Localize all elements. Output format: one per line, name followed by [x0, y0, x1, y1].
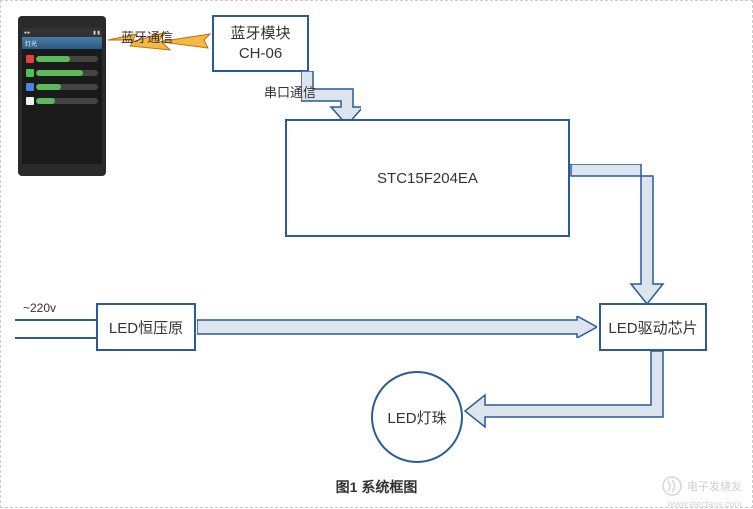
diagram-container: ●● ▮ ▮ 灯光 蓝牙通信 蓝牙模块 CH-06 串口通信 STC15F204…: [0, 0, 753, 508]
mcu-block: STC15F204EA: [285, 119, 570, 237]
slider-fill: [36, 98, 55, 104]
slider-track: [36, 56, 98, 62]
phone-header: 灯光: [22, 37, 102, 49]
status-left: ●●: [24, 30, 30, 36]
slider-color-icon: [26, 55, 34, 63]
slider-row: [26, 69, 98, 77]
arrow-mcu-to-driver: [569, 164, 689, 309]
slider-fill: [36, 84, 61, 90]
slider-row: [26, 83, 98, 91]
serial-comm-label: 串口通信: [264, 82, 316, 101]
slider-fill: [36, 56, 70, 62]
voltage-input-label: ~220v: [23, 301, 56, 315]
arrow-driver-to-bead: [461, 351, 681, 431]
diagram-caption: 图1 系统框图: [1, 477, 752, 497]
power-line-top: [15, 319, 96, 321]
bluetooth-line2: CH-06: [230, 44, 290, 64]
slider-row: [26, 55, 98, 63]
sliders-container: [22, 55, 102, 105]
phone-mockup: ●● ▮ ▮ 灯光: [18, 16, 106, 176]
phone-statusbar: ●● ▮ ▮: [22, 28, 102, 37]
bluetooth-comm-label: 蓝牙通信: [121, 27, 173, 46]
mcu-label: STC15F204EA: [377, 170, 478, 187]
slider-track: [36, 84, 98, 90]
led-voltage-block: LED恒压原: [96, 303, 196, 351]
bluetooth-module-block: 蓝牙模块 CH-06: [212, 15, 309, 72]
status-right: ▮ ▮: [93, 30, 100, 36]
slider-color-icon: [26, 97, 34, 105]
slider-color-icon: [26, 69, 34, 77]
slider-row: [26, 97, 98, 105]
bluetooth-line1: 蓝牙模块: [230, 24, 290, 44]
led-voltage-label: LED恒压原: [109, 317, 183, 338]
phone-header-text: 灯光: [25, 39, 37, 48]
led-bead-label: LED灯珠: [387, 407, 446, 428]
slider-track: [36, 98, 98, 104]
led-driver-label: LED驱动芯片: [608, 317, 697, 338]
arrow-voltage-to-driver: [197, 316, 597, 338]
bluetooth-block-text: 蓝牙模块 CH-06: [230, 24, 290, 63]
led-driver-block: LED驱动芯片: [599, 303, 707, 351]
watermark: 电子发烧友: [661, 475, 742, 497]
phone-screen: ●● ▮ ▮ 灯光: [22, 28, 102, 164]
power-line-bottom: [15, 337, 96, 339]
watermark-logo-icon: [661, 475, 683, 497]
slider-fill: [36, 70, 83, 76]
watermark-text: 电子发烧友: [687, 478, 742, 494]
led-bead-circle: LED灯珠: [371, 371, 463, 463]
slider-track: [36, 70, 98, 76]
slider-color-icon: [26, 83, 34, 91]
